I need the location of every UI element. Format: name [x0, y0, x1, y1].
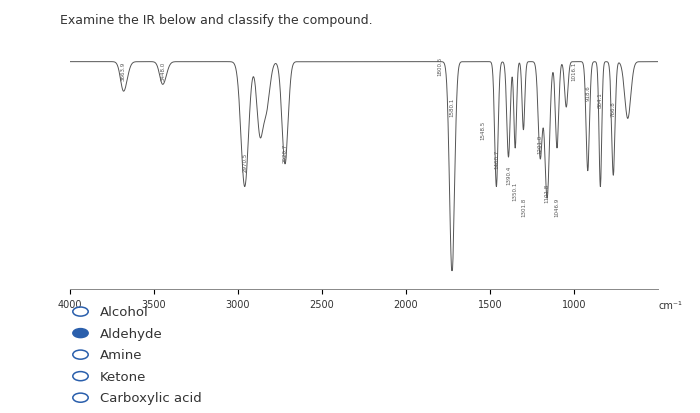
Text: 3448.0: 3448.0	[160, 62, 165, 81]
Text: 1046.9: 1046.9	[554, 197, 559, 216]
Text: 1390.4: 1390.4	[506, 166, 511, 185]
Text: Carboxylic acid: Carboxylic acid	[100, 391, 202, 404]
Text: 3663.9: 3663.9	[121, 62, 126, 81]
Text: 1101.8: 1101.8	[545, 184, 550, 203]
Text: 864.1: 864.1	[598, 92, 603, 108]
Text: Alcohol: Alcohol	[100, 305, 149, 318]
Text: 1548.5: 1548.5	[481, 120, 486, 140]
Text: Examine the IR below and classify the compound.: Examine the IR below and classify the co…	[60, 14, 372, 27]
Text: Amine: Amine	[100, 348, 143, 361]
Text: 1800.5: 1800.5	[437, 57, 442, 76]
Text: 1301.8: 1301.8	[521, 197, 526, 216]
Text: Aldehyde: Aldehyde	[100, 327, 163, 340]
Text: 1350.1: 1350.1	[512, 182, 518, 201]
Text: 1460.7: 1460.7	[494, 150, 499, 169]
Text: 766.8: 766.8	[611, 101, 616, 117]
Text: 2920.7: 2920.7	[283, 143, 288, 162]
Text: 1201.0: 1201.0	[538, 134, 542, 153]
Text: Ketone: Ketone	[100, 370, 146, 383]
Text: 1580.1: 1580.1	[449, 98, 454, 117]
Text: cm⁻¹: cm⁻¹	[658, 300, 682, 311]
Text: 1016.1: 1016.1	[571, 62, 577, 81]
Text: 918.6: 918.6	[585, 85, 590, 101]
Text: 2970.5: 2970.5	[242, 152, 247, 171]
